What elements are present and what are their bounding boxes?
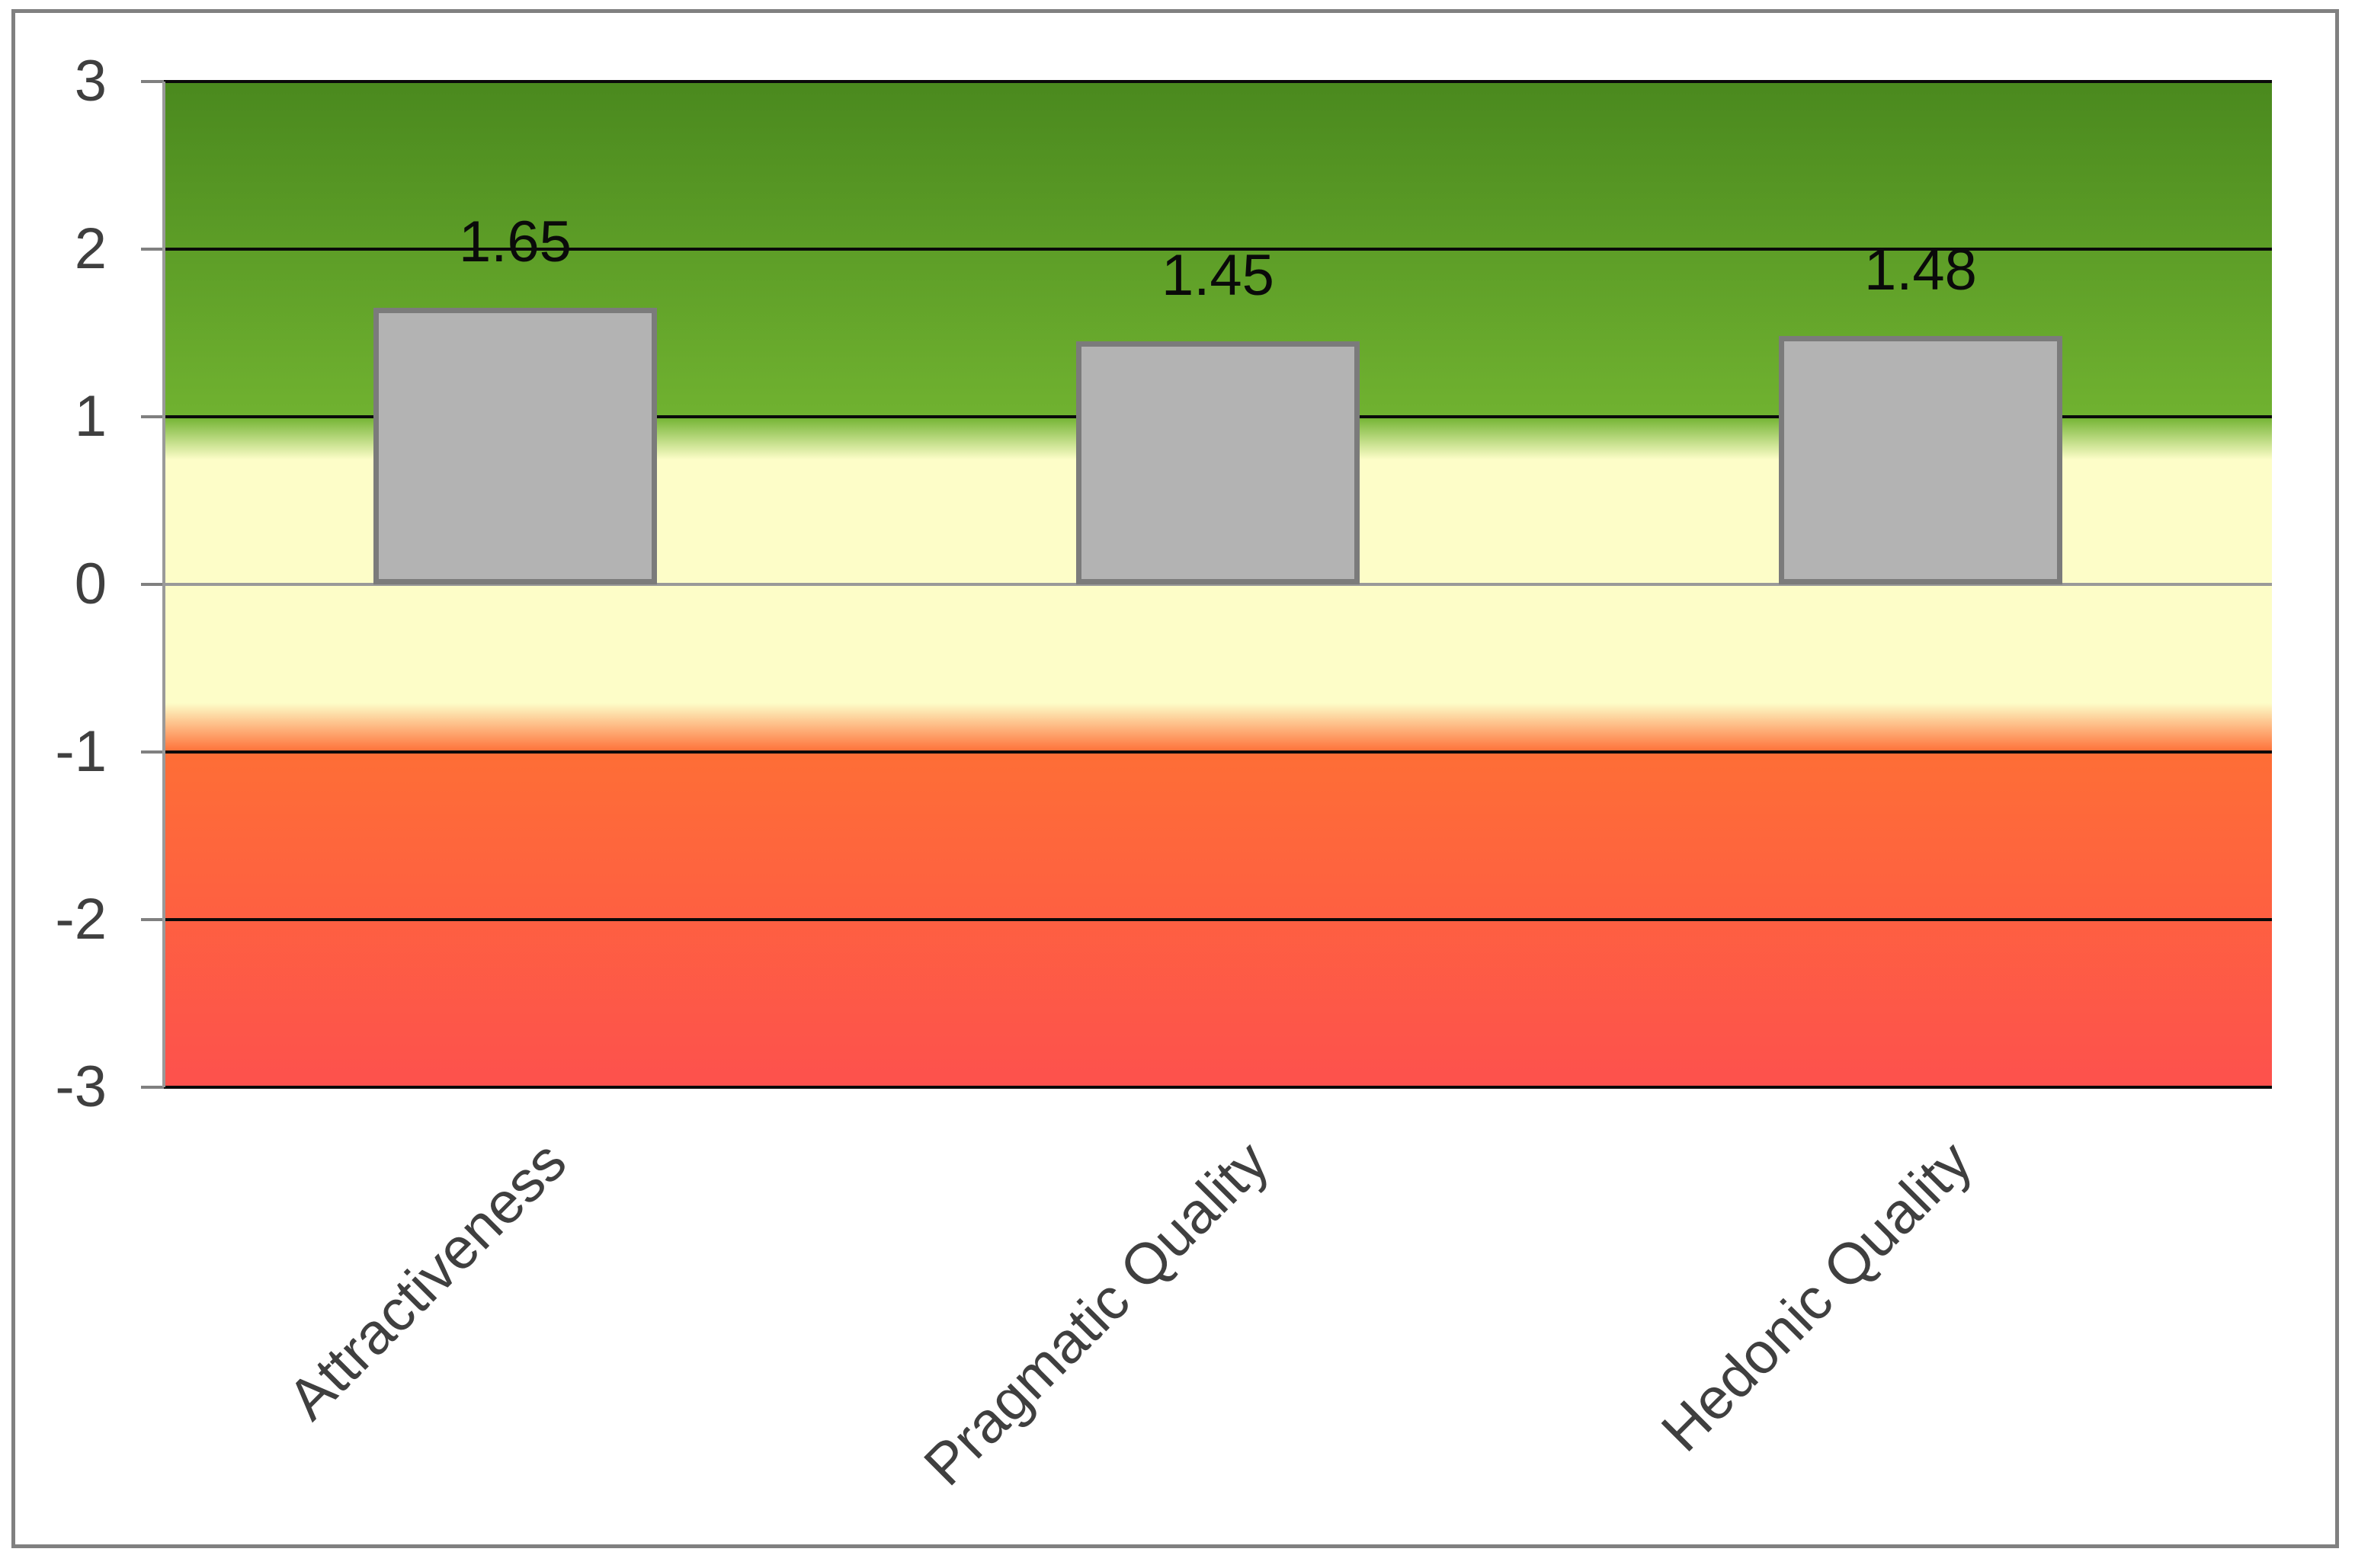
y-tick--1 — [141, 750, 164, 754]
gridline--1 — [164, 750, 2272, 754]
gridline-3 — [164, 80, 2272, 83]
y-axis-label-1: 1 — [74, 384, 107, 449]
value-label: 1.45 — [1161, 243, 1274, 308]
value-label: 1.65 — [459, 210, 572, 274]
value-label: 1.48 — [1864, 238, 1977, 303]
gridline-0 — [164, 583, 2272, 586]
gridline--3 — [164, 1086, 2272, 1089]
bar-pragmatic-quality — [1076, 341, 1360, 584]
y-axis-line — [162, 82, 165, 1087]
y-tick--2 — [141, 918, 164, 921]
y-tick--3 — [141, 1086, 164, 1089]
gridline-2 — [164, 248, 2272, 251]
y-axis-label-3: 3 — [74, 49, 107, 114]
y-axis-label--3: -3 — [55, 1054, 107, 1119]
y-axis-label-2: 2 — [74, 216, 107, 281]
y-axis-label--1: -1 — [55, 719, 107, 784]
bar-hedonic-quality — [1779, 336, 2062, 584]
y-axis-label--2: -2 — [55, 887, 107, 952]
y-tick-1 — [141, 415, 164, 418]
y-tick-2 — [141, 248, 164, 251]
bar-attractiveness — [373, 308, 657, 584]
y-tick-3 — [141, 80, 164, 83]
gridline--2 — [164, 918, 2272, 921]
y-axis-label-0: 0 — [74, 552, 107, 616]
y-tick-0 — [141, 583, 164, 586]
